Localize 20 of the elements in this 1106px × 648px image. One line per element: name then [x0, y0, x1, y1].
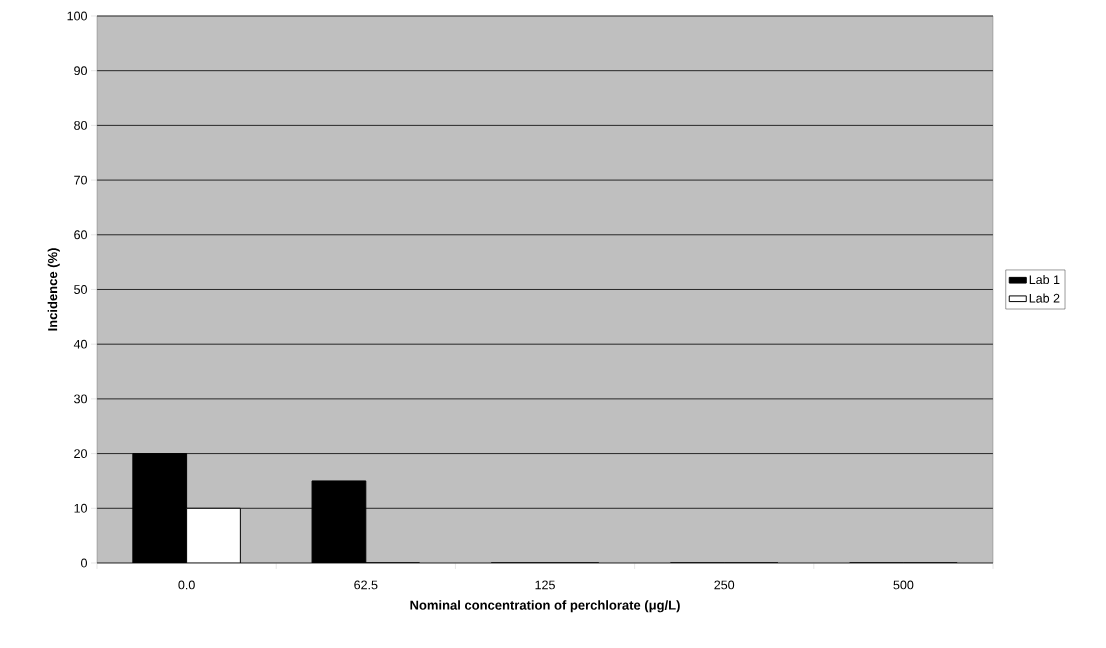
y-tick-label: 30 — [74, 394, 87, 404]
legend-label: Lab 2 — [1029, 293, 1060, 303]
y-tick-label: 10 — [74, 503, 87, 513]
x-axis-title: Nominal concentration of perchlorate (μg/L) — [410, 600, 680, 613]
y-tick-label: 70 — [74, 175, 87, 185]
y-tick-label: 60 — [74, 230, 87, 240]
y-tick-label: 40 — [73, 339, 87, 349]
y-tick-label: 90 — [74, 66, 87, 76]
x-tick-label: 62.5 — [354, 580, 378, 590]
x-tick-label: 125 — [535, 580, 555, 590]
x-tick-label: 250 — [714, 580, 735, 590]
y-tick-label: 80 — [74, 120, 87, 130]
legend-label: Lab 1 — [1029, 274, 1060, 285]
y-tick-label: 50 — [74, 285, 87, 294]
x-tick-label: 0.0 — [178, 580, 195, 590]
y-tick-label: 0 — [81, 558, 88, 568]
y-tick-label: 100 — [67, 11, 87, 21]
y-axis-title: Incidence (%) — [47, 248, 60, 331]
x-tick-label: 500 — [893, 580, 914, 590]
y-tick-label: 20 — [74, 449, 87, 459]
